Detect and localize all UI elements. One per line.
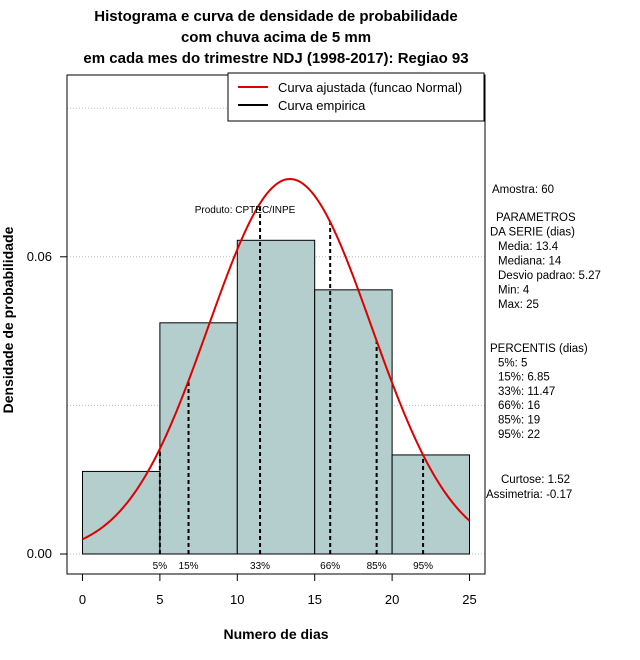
histogram-bar <box>236 239 316 555</box>
percentile-label: 85% <box>367 561 387 572</box>
percentile-label: 33% <box>250 561 270 572</box>
x-tick-label: 0 <box>79 592 86 607</box>
percentile-label: 15% <box>179 561 199 572</box>
x-tick-label: 20 <box>385 592 399 607</box>
series-parameter: Max: 25 <box>498 299 539 311</box>
percentile-label: 5% <box>153 561 168 572</box>
legend-box <box>227 72 485 122</box>
axes: 0 5 10 15 20 25 0.00 0.06 <box>27 74 486 607</box>
percentile-stat: 33%: 11.47 <box>498 386 555 398</box>
series-parameter: Desvio padrao: 5.27 <box>498 270 601 282</box>
histogram-bars <box>81 239 471 555</box>
legend-label: Curva ajustada (funcao Normal) <box>278 80 462 95</box>
legend-label: Curva empirica <box>278 98 366 113</box>
density-curve-group <box>82 178 471 541</box>
series-parameter: DA SERIE (dias) <box>490 227 575 239</box>
y-tick-label: 0.00 <box>27 546 52 561</box>
series-parameter: PARAMETROS <box>496 212 576 224</box>
percentile-stat: 66%: 16 <box>498 400 540 412</box>
percentile-stat: 85%: 19 <box>498 415 540 427</box>
chart-title-line: com chuva acima de 5 mm <box>181 29 371 46</box>
normal-density-curve <box>82 178 471 541</box>
x-axis-title: Numero de dias <box>223 626 328 642</box>
kurtosis: Curtose: 1.52 <box>501 474 570 486</box>
series-parameter: Media: 13.4 <box>498 241 559 253</box>
skewness: Assimetria: -0.17 <box>486 489 572 501</box>
chart-title-line: em cada mes do trimestre NDJ (1998-2017)… <box>83 50 468 67</box>
percentile-stat: PERCENTIS (dias) <box>490 343 588 355</box>
x-tick-label: 10 <box>230 592 244 607</box>
histogram-bar <box>159 322 238 555</box>
histogram-bar <box>81 470 161 555</box>
percentile-lines: 5% 15% 33% 66% 85% 95% <box>153 203 433 572</box>
y-axis-title: Densidade de probabilidade <box>0 226 16 413</box>
x-tick-label: 5 <box>156 592 163 607</box>
histogram-bar <box>314 289 393 555</box>
percentile-stat: 15%: 6.85 <box>498 372 550 384</box>
percentile-label: 95% <box>413 561 433 572</box>
chart-text: Histograma e curva de densidade de proba… <box>0 8 601 642</box>
percentile-stat: 5%: 5 <box>498 357 527 369</box>
sample-size: Amostra: 60 <box>492 184 554 196</box>
chart-title-line: Histograma e curva de densidade de proba… <box>94 8 457 25</box>
product-annotation: Produto: CPTEC/INPE <box>195 205 296 216</box>
y-tick-label: 0.06 <box>27 249 52 264</box>
percentile-stat: 95%: 22 <box>498 429 540 441</box>
series-parameter: Mediana: 14 <box>498 256 562 268</box>
x-tick-label: 25 <box>462 592 476 607</box>
percentile-label: 66% <box>320 561 340 572</box>
x-tick-label: 15 <box>307 592 321 607</box>
series-parameter: Min: 4 <box>498 285 530 297</box>
